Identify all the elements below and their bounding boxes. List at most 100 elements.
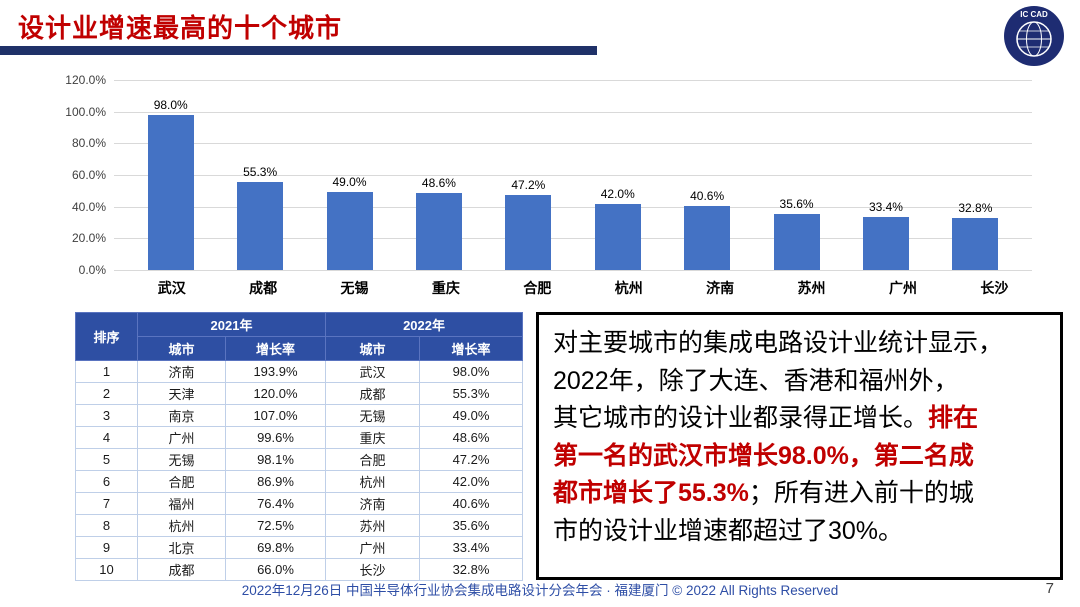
cell-city-2021: 福州 (137, 492, 226, 515)
gridline (114, 238, 1032, 240)
bar-category-label: 广州 (888, 280, 917, 296)
cell-city-2022: 广州 (325, 536, 421, 559)
cell-rank: 4 (75, 426, 138, 449)
cell-city-2021: 北京 (137, 536, 226, 559)
cell-rank: 3 (75, 404, 138, 427)
cell-rate-2021: 69.8% (224, 536, 327, 559)
y-axis-tick-label: 40.0% (71, 199, 106, 214)
cell-rank: 10 (75, 558, 138, 581)
cell-city-2021: 天津 (137, 382, 226, 405)
cell-rate-2021: 66.0% (224, 558, 327, 581)
bar-category-label: 苏州 (797, 280, 826, 296)
bar-value-label: 55.3% (243, 165, 278, 180)
cell-rate-2021: 120.0% (224, 382, 327, 405)
cell-rate-2022: 55.3% (419, 382, 524, 405)
cell-rate-2022: 49.0% (419, 404, 524, 427)
bar (505, 195, 552, 270)
cell-rate-2021: 193.9% (224, 360, 327, 383)
bar (237, 182, 284, 270)
col-header-2022: 2022年 (325, 312, 524, 337)
cell-city-2021: 杭州 (137, 514, 226, 537)
table-row: 6 合肥 86.9% 杭州 42.0% (75, 470, 524, 493)
bar-value-label: 48.6% (421, 176, 456, 191)
y-axis-tick-label: 80.0% (71, 136, 106, 151)
bar-value-label: 33.4% (868, 200, 903, 215)
gridline (114, 206, 1032, 208)
bar (326, 192, 373, 270)
y-axis-tick-label: 60.0% (71, 168, 106, 182)
bar (952, 218, 999, 270)
bar-value-label: 35.6% (779, 196, 814, 211)
table-row: 10 成都 66.0% 长沙 32.8% (75, 558, 524, 581)
y-axis-tick-label: 20.0% (71, 231, 106, 246)
bar-value-label: 47.2% (511, 178, 546, 193)
bar-category-label: 无锡 (340, 280, 369, 296)
y-axis-tick-label: 100.0% (65, 104, 106, 119)
bar-category-label: 重庆 (431, 280, 460, 296)
cell-city-2021: 成都 (137, 558, 226, 581)
cell-city-2022: 重庆 (325, 426, 421, 449)
cell-rate-2022: 47.2% (419, 448, 524, 471)
cell-city-2021: 广州 (137, 426, 226, 449)
cell-rank: 6 (75, 470, 138, 493)
bar-value-label: 49.0% (332, 175, 367, 190)
ranking-table: 排序 2021年 2022年 城市 增长率 城市 增长率 1 济南 193.9% 武汉… (75, 312, 524, 581)
y-axis-tick-label: 0.0% (78, 263, 106, 277)
bar (862, 217, 909, 270)
y-axis: 120.0% 100.0% 80.0% 60.0% 40.0% 20.0% 0.0% (52, 73, 114, 277)
cell-city-2022: 合肥 (325, 448, 421, 471)
table-row: 3 南京 107.0% 无锡 49.0% (75, 404, 524, 427)
cell-city-2021: 南京 (137, 404, 226, 427)
cell-rate-2022: 98.0% (419, 360, 524, 383)
bar-group: 33.4% (841, 80, 930, 270)
bar-value-label: 40.6% (690, 188, 725, 203)
bar (773, 213, 820, 270)
bar-group: 40.6% (662, 80, 751, 270)
cell-city-2021: 合肥 (137, 470, 226, 493)
bar (684, 205, 731, 270)
cell-city-2021: 无锡 (137, 448, 226, 471)
bar (594, 203, 641, 270)
cell-rank: 7 (75, 492, 138, 515)
bar (147, 114, 194, 270)
page-title: 设计业增速最高的十个城市 (18, 13, 343, 43)
cell-rate-2022: 33.4% (419, 536, 524, 559)
cell-rank: 2 (75, 382, 138, 405)
bar-group: 35.6% (752, 80, 841, 270)
x-axis-labels: 武汉 成都 无锡 重庆 合肥 杭州 济南 苏州 广州 长沙 (126, 278, 1040, 298)
col-header-rank: 排序 (75, 312, 138, 361)
bar (415, 193, 462, 270)
cell-rate-2022: 48.6% (419, 426, 524, 449)
bar-value-label: 42.0% (600, 186, 635, 201)
page-number: 7 (1045, 580, 1054, 597)
commentary-text-2: ；所有进入前十的城 市的设计业增速都超过了30%。 (553, 479, 974, 545)
cell-city-2022: 长沙 (325, 558, 421, 581)
cell-rank: 5 (75, 448, 138, 471)
table-row: 2 天津 120.0% 成都 55.3% (75, 382, 524, 405)
y-axis-tick-label: 120.0% (65, 73, 106, 87)
cell-rank: 1 (75, 360, 138, 383)
cell-rank: 8 (75, 514, 138, 537)
cell-rate-2021: 98.1% (224, 448, 327, 471)
cell-city-2022: 苏州 (325, 514, 421, 537)
iccad-logo-icon: IC CAD (1004, 6, 1064, 66)
plot-area: 98.0% 55.3% 49.0% 48.6% 47.2% 42.0% 40.6% 35.6%… (114, 80, 1032, 271)
bars-container: 98.0% 55.3% 49.0% 48.6% 47.2% 42.0% 40.6% 35.6%… (126, 80, 1020, 270)
col-header-city-2022: 城市 (325, 336, 421, 361)
table-row: 1 济南 193.9% 武汉 98.0% (75, 360, 524, 383)
bar-group: 55.3% (215, 80, 304, 270)
bar-category-label: 合肥 (523, 280, 552, 296)
cell-city-2022: 杭州 (325, 470, 421, 493)
col-header-city-2021: 城市 (137, 336, 226, 361)
bar-group: 42.0% (573, 80, 662, 270)
gridline (114, 270, 1032, 271)
logo-text: IC CAD (1020, 10, 1048, 19)
commentary-text-1: 对主要城市的集成电路设计业统计显示， 2022年，除了大连、香港和福州外， 其它… (553, 329, 1004, 432)
cell-rate-2022: 40.6% (419, 492, 524, 515)
footer-text: 2022年12月26日 中国半导体行业协会集成电路设计分会年会 · 福建厦门 ©… (241, 583, 839, 598)
col-header-rate-2022: 增长率 (419, 336, 524, 361)
table-row: 5 无锡 98.1% 合肥 47.2% (75, 448, 524, 471)
col-header-2021: 2021年 (136, 312, 327, 337)
title-underline (0, 46, 597, 55)
